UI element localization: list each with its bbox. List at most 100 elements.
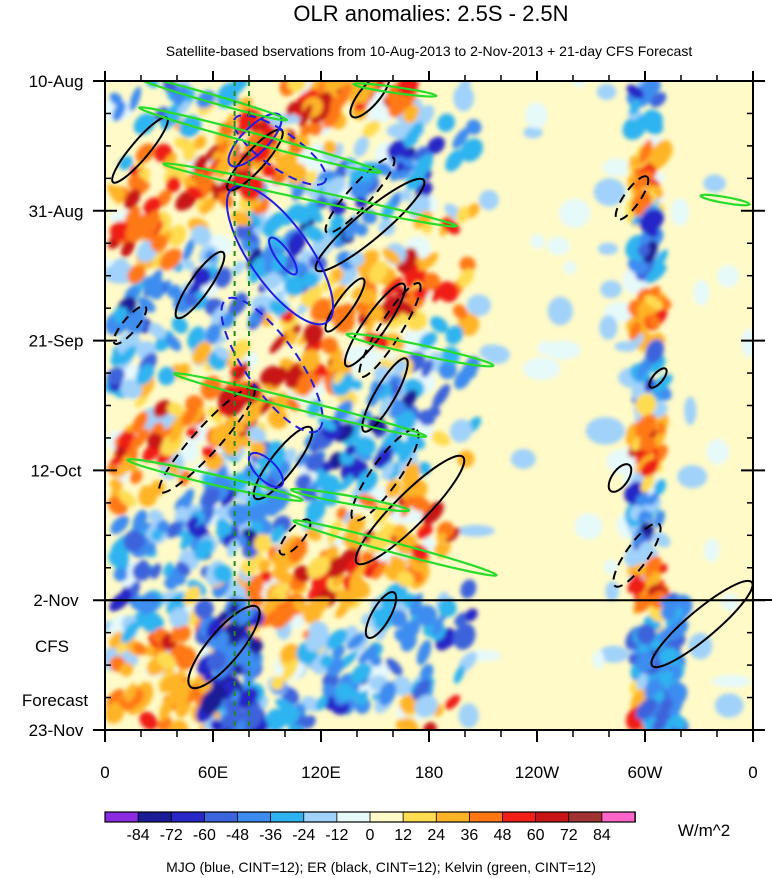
anomaly-patch <box>210 423 234 446</box>
anomaly-patch <box>231 503 253 526</box>
anomaly-patch <box>194 599 214 620</box>
anomaly-patch <box>169 418 186 444</box>
anomaly-patch <box>326 556 348 578</box>
anomaly-patch <box>159 695 174 722</box>
anomaly-patch <box>143 541 156 555</box>
anomaly-patch <box>627 571 642 594</box>
er-contour <box>361 357 409 433</box>
x-tick-label: 120E <box>301 763 341 782</box>
anomaly-patch <box>398 439 415 464</box>
anomaly-patch <box>585 416 625 445</box>
er-contour <box>648 367 668 389</box>
anomaly-patch <box>444 633 456 648</box>
colorbar-label: 24 <box>427 827 445 844</box>
anomaly-patch <box>345 444 356 456</box>
anomaly-patch <box>386 140 405 159</box>
y-tick-label: 21-Sep <box>29 332 84 351</box>
anomaly-patch <box>213 564 233 583</box>
contour-legend: MJO (blue, CINT=12); ER (black, CINT=12)… <box>166 859 596 875</box>
er-contour <box>324 277 366 333</box>
anomaly-patch <box>644 117 664 135</box>
anomaly-patch <box>217 141 229 154</box>
anomaly-patch <box>286 231 306 257</box>
anomaly-patch <box>635 493 650 507</box>
anomaly-patch <box>372 560 387 580</box>
anomaly-patch <box>650 92 667 108</box>
y-tick-label: 31-Aug <box>29 202 84 221</box>
anomaly-patch <box>248 638 263 654</box>
anomaly-patch <box>269 525 285 544</box>
anomaly-patch <box>138 592 159 615</box>
anomaly-patch <box>416 639 432 666</box>
kelvin-contour <box>289 487 411 513</box>
er-contour-negative <box>358 281 422 379</box>
kelvin-contour <box>162 162 458 228</box>
anomaly-patch <box>190 225 212 246</box>
anomaly-patch <box>461 363 477 380</box>
kelvin-contour <box>345 332 495 368</box>
anomaly-patch <box>416 523 433 540</box>
anomaly-patch <box>336 507 347 520</box>
anomaly-patch <box>431 431 451 446</box>
anomaly-patch <box>123 313 134 325</box>
anomaly-patch <box>184 293 199 307</box>
anomaly-patch <box>315 695 328 711</box>
anomaly-patch <box>404 270 415 283</box>
anomaly-patch <box>297 372 316 396</box>
anomaly-patch <box>636 541 655 564</box>
anomaly-patch <box>133 113 156 135</box>
colorbar-units: W/m^2 <box>678 821 730 840</box>
anomaly-patch <box>460 138 484 162</box>
anomaly-patch <box>563 260 577 275</box>
anomaly-patch <box>129 469 143 484</box>
anomaly-patch <box>175 506 189 520</box>
anomaly-patch <box>269 299 289 316</box>
er-contour <box>174 250 226 320</box>
anomaly-patch <box>684 396 697 426</box>
anomaly-patch <box>135 143 155 164</box>
anomaly-patch <box>156 651 176 670</box>
anomaly-patch <box>280 702 298 718</box>
anomaly-patch <box>129 86 142 112</box>
anomaly-patch <box>272 601 295 624</box>
anomaly-patch <box>179 488 195 511</box>
anomaly-patch <box>574 513 603 540</box>
anomaly-patch <box>108 548 130 568</box>
anomaly-patch <box>644 295 663 309</box>
anomaly-patch <box>427 136 445 155</box>
anomaly-patch <box>640 459 660 477</box>
anomaly-patch <box>150 563 162 580</box>
anomaly-patch <box>323 140 337 155</box>
anomaly-patch <box>272 550 293 571</box>
anomaly-patch <box>634 453 655 473</box>
colorbar-swatch <box>170 811 206 823</box>
anomaly-patch <box>286 101 298 116</box>
anomaly-patch <box>627 256 649 275</box>
anomaly-patch <box>267 408 289 429</box>
anomaly-patch <box>106 367 125 385</box>
anomaly-patch <box>349 181 364 196</box>
anomaly-patch <box>421 359 434 378</box>
anomaly-patch <box>632 170 653 191</box>
anomaly-patch <box>421 501 444 525</box>
anomaly-patch <box>741 328 753 358</box>
kelvin-contour <box>126 458 304 502</box>
anomaly-patch <box>465 203 480 219</box>
anomaly-patch <box>159 248 182 271</box>
anomaly-patch <box>320 474 341 496</box>
anomaly-patch <box>205 323 222 345</box>
anomaly-patch <box>452 304 468 319</box>
anomaly-patch <box>147 283 164 300</box>
anomaly-patch <box>547 296 573 326</box>
anomaly-patch <box>436 532 447 543</box>
anomaly-patch <box>167 521 182 538</box>
anomaly-patch <box>458 703 479 729</box>
anomaly-patch <box>600 280 622 299</box>
anomaly-patch <box>404 484 419 498</box>
anomaly-patch <box>412 678 432 701</box>
anomaly-patch <box>123 530 146 553</box>
kelvin-contour <box>292 519 498 577</box>
anomaly-patch <box>373 365 392 384</box>
er-contour <box>349 81 391 119</box>
anomaly-patch <box>132 561 152 582</box>
